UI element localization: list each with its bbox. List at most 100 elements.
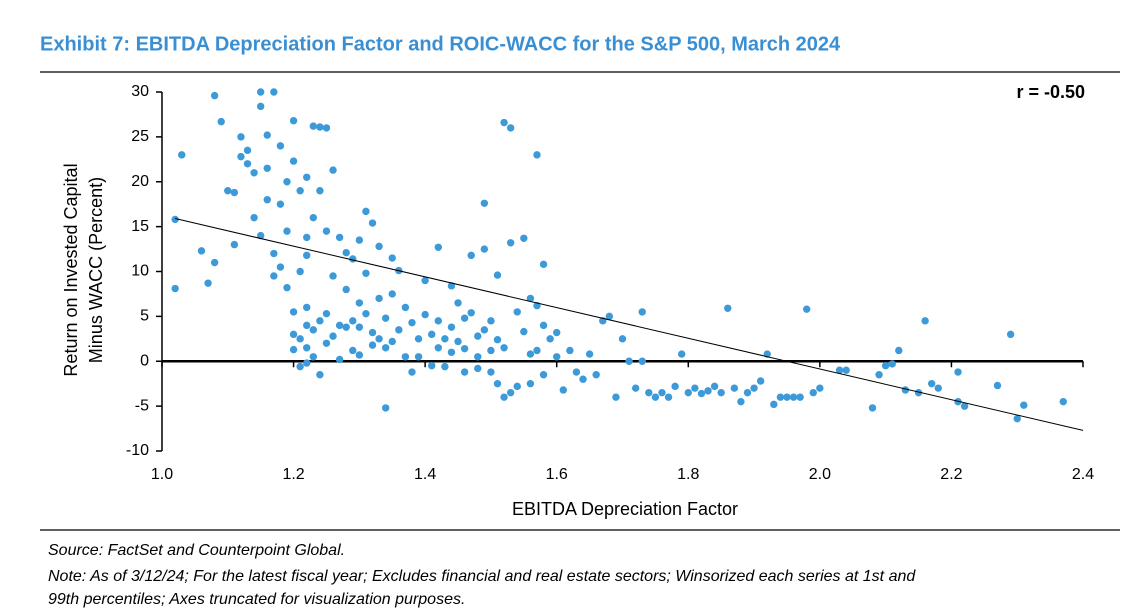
point [546,335,554,343]
point [750,384,758,392]
point [322,309,331,318]
point [954,368,962,376]
point [664,393,673,401]
point [533,346,541,355]
point [520,234,528,242]
point [487,368,495,376]
point [842,366,850,374]
point [553,353,561,361]
trendline [175,218,1084,431]
point [309,326,318,334]
point [388,337,396,346]
y-tick-label: 0 [140,352,149,369]
point [888,360,896,368]
point [256,102,265,111]
point [710,382,719,391]
point [513,382,521,391]
point [322,124,331,132]
point [539,321,548,330]
point [270,249,278,258]
point [460,314,469,322]
point [631,384,640,392]
point [322,339,331,347]
point [493,336,502,344]
note: Note: As of 3/12/24; For the latest fisc… [48,568,916,585]
point [730,384,739,392]
point [276,142,285,150]
point [421,276,429,285]
point [454,299,462,307]
y-tick-label: 20 [131,173,149,190]
point [414,335,423,343]
point [408,318,416,327]
point [375,294,383,303]
point [355,351,364,359]
y-tick-label: 30 [131,83,149,100]
point [428,330,436,339]
point [638,308,646,316]
point [914,388,923,397]
point [395,326,403,334]
point [303,344,311,352]
point [243,146,252,155]
point [717,388,725,397]
point [434,317,442,325]
point [349,346,357,355]
point [441,362,449,371]
point [474,332,482,340]
point [500,344,508,352]
point [401,353,410,361]
point [993,381,1002,390]
point [355,299,364,307]
point [362,269,370,277]
point [335,321,344,330]
point [467,251,475,260]
point [875,371,883,379]
x-tick-label: 1.2 [282,466,304,483]
point [487,317,495,325]
point [934,384,942,392]
point [921,317,929,325]
point [289,117,298,125]
point [256,231,265,240]
y-tick-label: 25 [131,128,149,145]
point [414,353,423,361]
annotation: r = -0.50 [1016,82,1085,102]
point [506,124,515,132]
point [316,123,324,131]
point [303,233,311,242]
point [342,248,350,257]
point [303,303,311,312]
point [250,169,258,177]
point [289,308,298,316]
point [224,187,232,195]
point [276,200,285,208]
y-tick-label: 10 [131,263,149,280]
point [559,386,567,394]
point [303,173,311,181]
x-tick-label: 1.4 [414,466,436,483]
point [322,227,331,235]
point [303,251,311,260]
point [816,384,824,392]
point [638,357,646,365]
x-axis-label: EBITDA Depreciation Factor [512,499,738,519]
point [289,345,298,354]
point [526,294,535,303]
point [539,371,548,379]
point [566,346,574,355]
point [204,279,212,287]
point [316,187,324,195]
point [460,344,469,353]
point [388,254,396,262]
point [355,236,364,244]
y-axis-label: Return on Invested Capital [61,163,81,376]
point [401,303,410,312]
point [178,151,186,159]
point [362,207,370,216]
point [658,388,666,397]
point [743,388,752,397]
point [592,371,600,379]
